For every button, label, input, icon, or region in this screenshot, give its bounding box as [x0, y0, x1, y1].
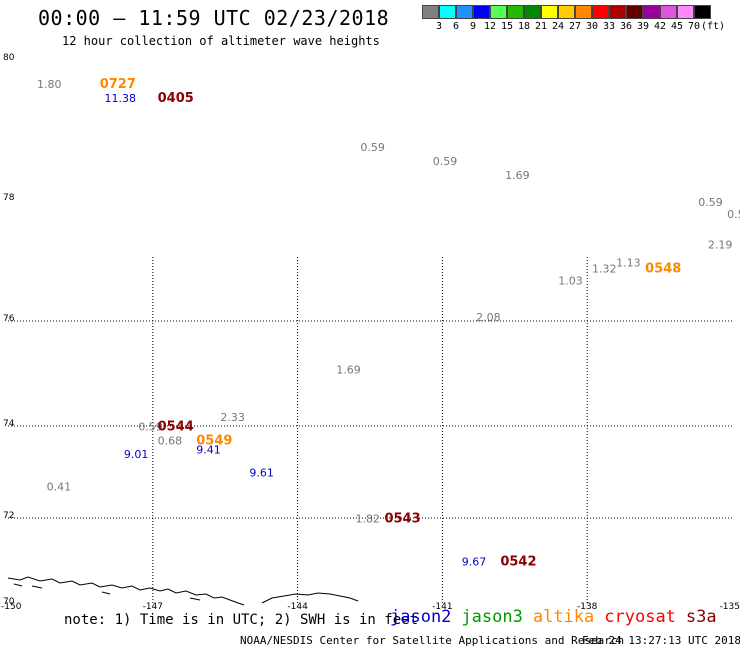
latitude-label: 72 — [3, 511, 14, 521]
wave-height-value: 1.82 — [356, 512, 381, 525]
color-scale-bar — [422, 5, 740, 19]
color-scale-label: 39 — [636, 21, 650, 32]
color-scale-label: 42 — [653, 21, 667, 32]
color-scale-label: (ft) — [700, 21, 726, 32]
coastline-islands — [13, 583, 201, 601]
wave-height-value: 0.59 — [138, 421, 163, 434]
wave-height-value: 1.32 — [592, 263, 617, 276]
coastline-alaska — [7, 576, 245, 606]
color-swatch — [609, 5, 626, 19]
color-scale-label: 45 — [670, 21, 684, 32]
pass-time-label: 0727 — [100, 77, 136, 92]
latitude-label: 80 — [3, 53, 15, 63]
color-swatch — [660, 5, 677, 19]
wave-height-value: 1.80 — [37, 78, 62, 91]
wave-height-value: 0.59 — [727, 208, 740, 221]
color-scale-label: 36 — [619, 21, 633, 32]
color-swatch — [643, 5, 660, 19]
color-scale-label: 30 — [585, 21, 599, 32]
color-swatch — [507, 5, 524, 19]
wave-height-value: 9.01 — [124, 448, 149, 461]
wave-height-value: 9.67 — [462, 555, 487, 568]
wave-height-value: 2.33 — [220, 411, 245, 424]
longitude-label: -138 — [577, 602, 598, 612]
satellite-legend-jason2: jason2 — [390, 607, 452, 627]
coastline-east — [261, 592, 359, 604]
latitude-label: 74 — [3, 419, 15, 429]
satellite-legend-jason3: jason3 — [461, 607, 523, 627]
color-scale-label: 27 — [568, 21, 582, 32]
map-title: 00:00 – 11:59 UTC 02/23/2018 — [38, 6, 390, 30]
credit-timestamp: Feb 24 13:27:13 UTC 2018 — [582, 634, 740, 647]
satellite-legend: jason2 jason3 altika cryosat s3a — [390, 607, 727, 627]
longitude-label: -135 — [720, 602, 740, 612]
pass-time-label: 0543 — [384, 511, 420, 526]
color-scale-label: 9 — [469, 21, 477, 32]
wave-height-value: 9.41 — [196, 444, 221, 457]
color-swatch — [473, 5, 490, 19]
pass-time-label: 0405 — [158, 91, 194, 106]
color-swatch — [694, 5, 711, 19]
wave-height-value: 1.69 — [336, 364, 361, 377]
color-swatch — [524, 5, 541, 19]
color-swatch — [541, 5, 558, 19]
color-swatch — [456, 5, 473, 19]
color-scale-label: 21 — [534, 21, 548, 32]
wave-height-value: 0.68 — [158, 434, 183, 447]
color-scale-label: 12 — [483, 21, 497, 32]
color-scale-label: 24 — [551, 21, 565, 32]
satellite-legend-altika: altika — [532, 607, 595, 627]
longitude-label: -141 — [432, 602, 452, 612]
coastline — [7, 576, 359, 606]
wave-height-value: 0.59 — [433, 155, 458, 168]
wave-height-value: 1.69 — [505, 169, 530, 182]
color-scale-labels: 3 6 9 12 15 18 21 24 27 30 33 36 39 42 45 70 (ft) — [422, 19, 740, 33]
longitude-label: -150 — [1, 602, 22, 612]
latitude-label: 70 — [3, 597, 15, 607]
color-scale-legend: 3 6 9 12 15 18 21 24 27 30 33 36 39 42 45 70 (ft) — [422, 5, 740, 33]
color-scale-label: 15 — [500, 21, 514, 32]
pass-time-label: 0548 — [645, 262, 681, 277]
color-swatch — [626, 5, 643, 19]
credit-text: NOAA/NESDIS Center for Satellite Applica… — [240, 634, 625, 647]
wave-height-value: 9.61 — [249, 467, 273, 480]
color-scale-label: 3 — [435, 21, 443, 32]
map-subtitle: 12 hour collection of altimeter wave hei… — [62, 34, 380, 48]
color-scale-label: 70 — [687, 21, 701, 32]
wave-height-value: 1.03 — [558, 275, 583, 288]
color-scale-label: 6 — [452, 21, 460, 32]
wave-height-value: 0.41 — [47, 480, 72, 493]
latitude-label: 78 — [3, 193, 15, 203]
satellite-legend-cryosat: cryosat — [604, 607, 676, 627]
wave-height-value: 0.59 — [360, 141, 385, 154]
wave-height-value: 2.08 — [476, 311, 501, 324]
latitude-label: 76 — [3, 314, 15, 324]
color-swatch — [677, 5, 694, 19]
longitude-label: -144 — [287, 602, 308, 612]
axis-labels: 80 78 76 74 72 70-150 -147 -144 -141 -138 -135 — [1, 53, 740, 612]
footnote: note: 1) Time is in UTC; 2) SWH is in fe… — [64, 612, 419, 628]
color-swatch — [575, 5, 592, 19]
wave-height-value: 1.13 — [616, 257, 641, 270]
color-swatch — [490, 5, 507, 19]
wave-height-labels: 1.8011.380.590.591.690.590.591.62.191.13… — [37, 77, 740, 569]
color-swatch — [422, 5, 439, 19]
pass-time-label: 0542 — [500, 554, 536, 569]
color-swatch — [439, 5, 456, 19]
color-swatch — [592, 5, 609, 19]
color-scale-label: 18 — [517, 21, 531, 32]
wave-height-value: 2.19 — [708, 238, 733, 251]
longitude-label: -147 — [143, 602, 163, 612]
pass-time-label: 0544 — [158, 420, 194, 435]
lat-lon-grid — [8, 257, 732, 604]
wave-height-value: 11.38 — [105, 92, 136, 105]
color-scale-label: 33 — [602, 21, 616, 32]
pass-time-label: 0549 — [196, 433, 232, 448]
wave-height-value: 0.59 — [698, 196, 723, 209]
color-swatch — [558, 5, 575, 19]
satellite-legend-s3a: s3a — [685, 607, 717, 627]
